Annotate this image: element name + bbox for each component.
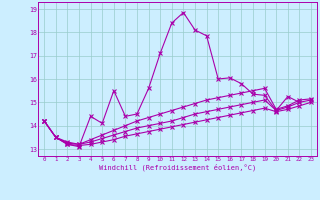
X-axis label: Windchill (Refroidissement éolien,°C): Windchill (Refroidissement éolien,°C) — [99, 164, 256, 171]
